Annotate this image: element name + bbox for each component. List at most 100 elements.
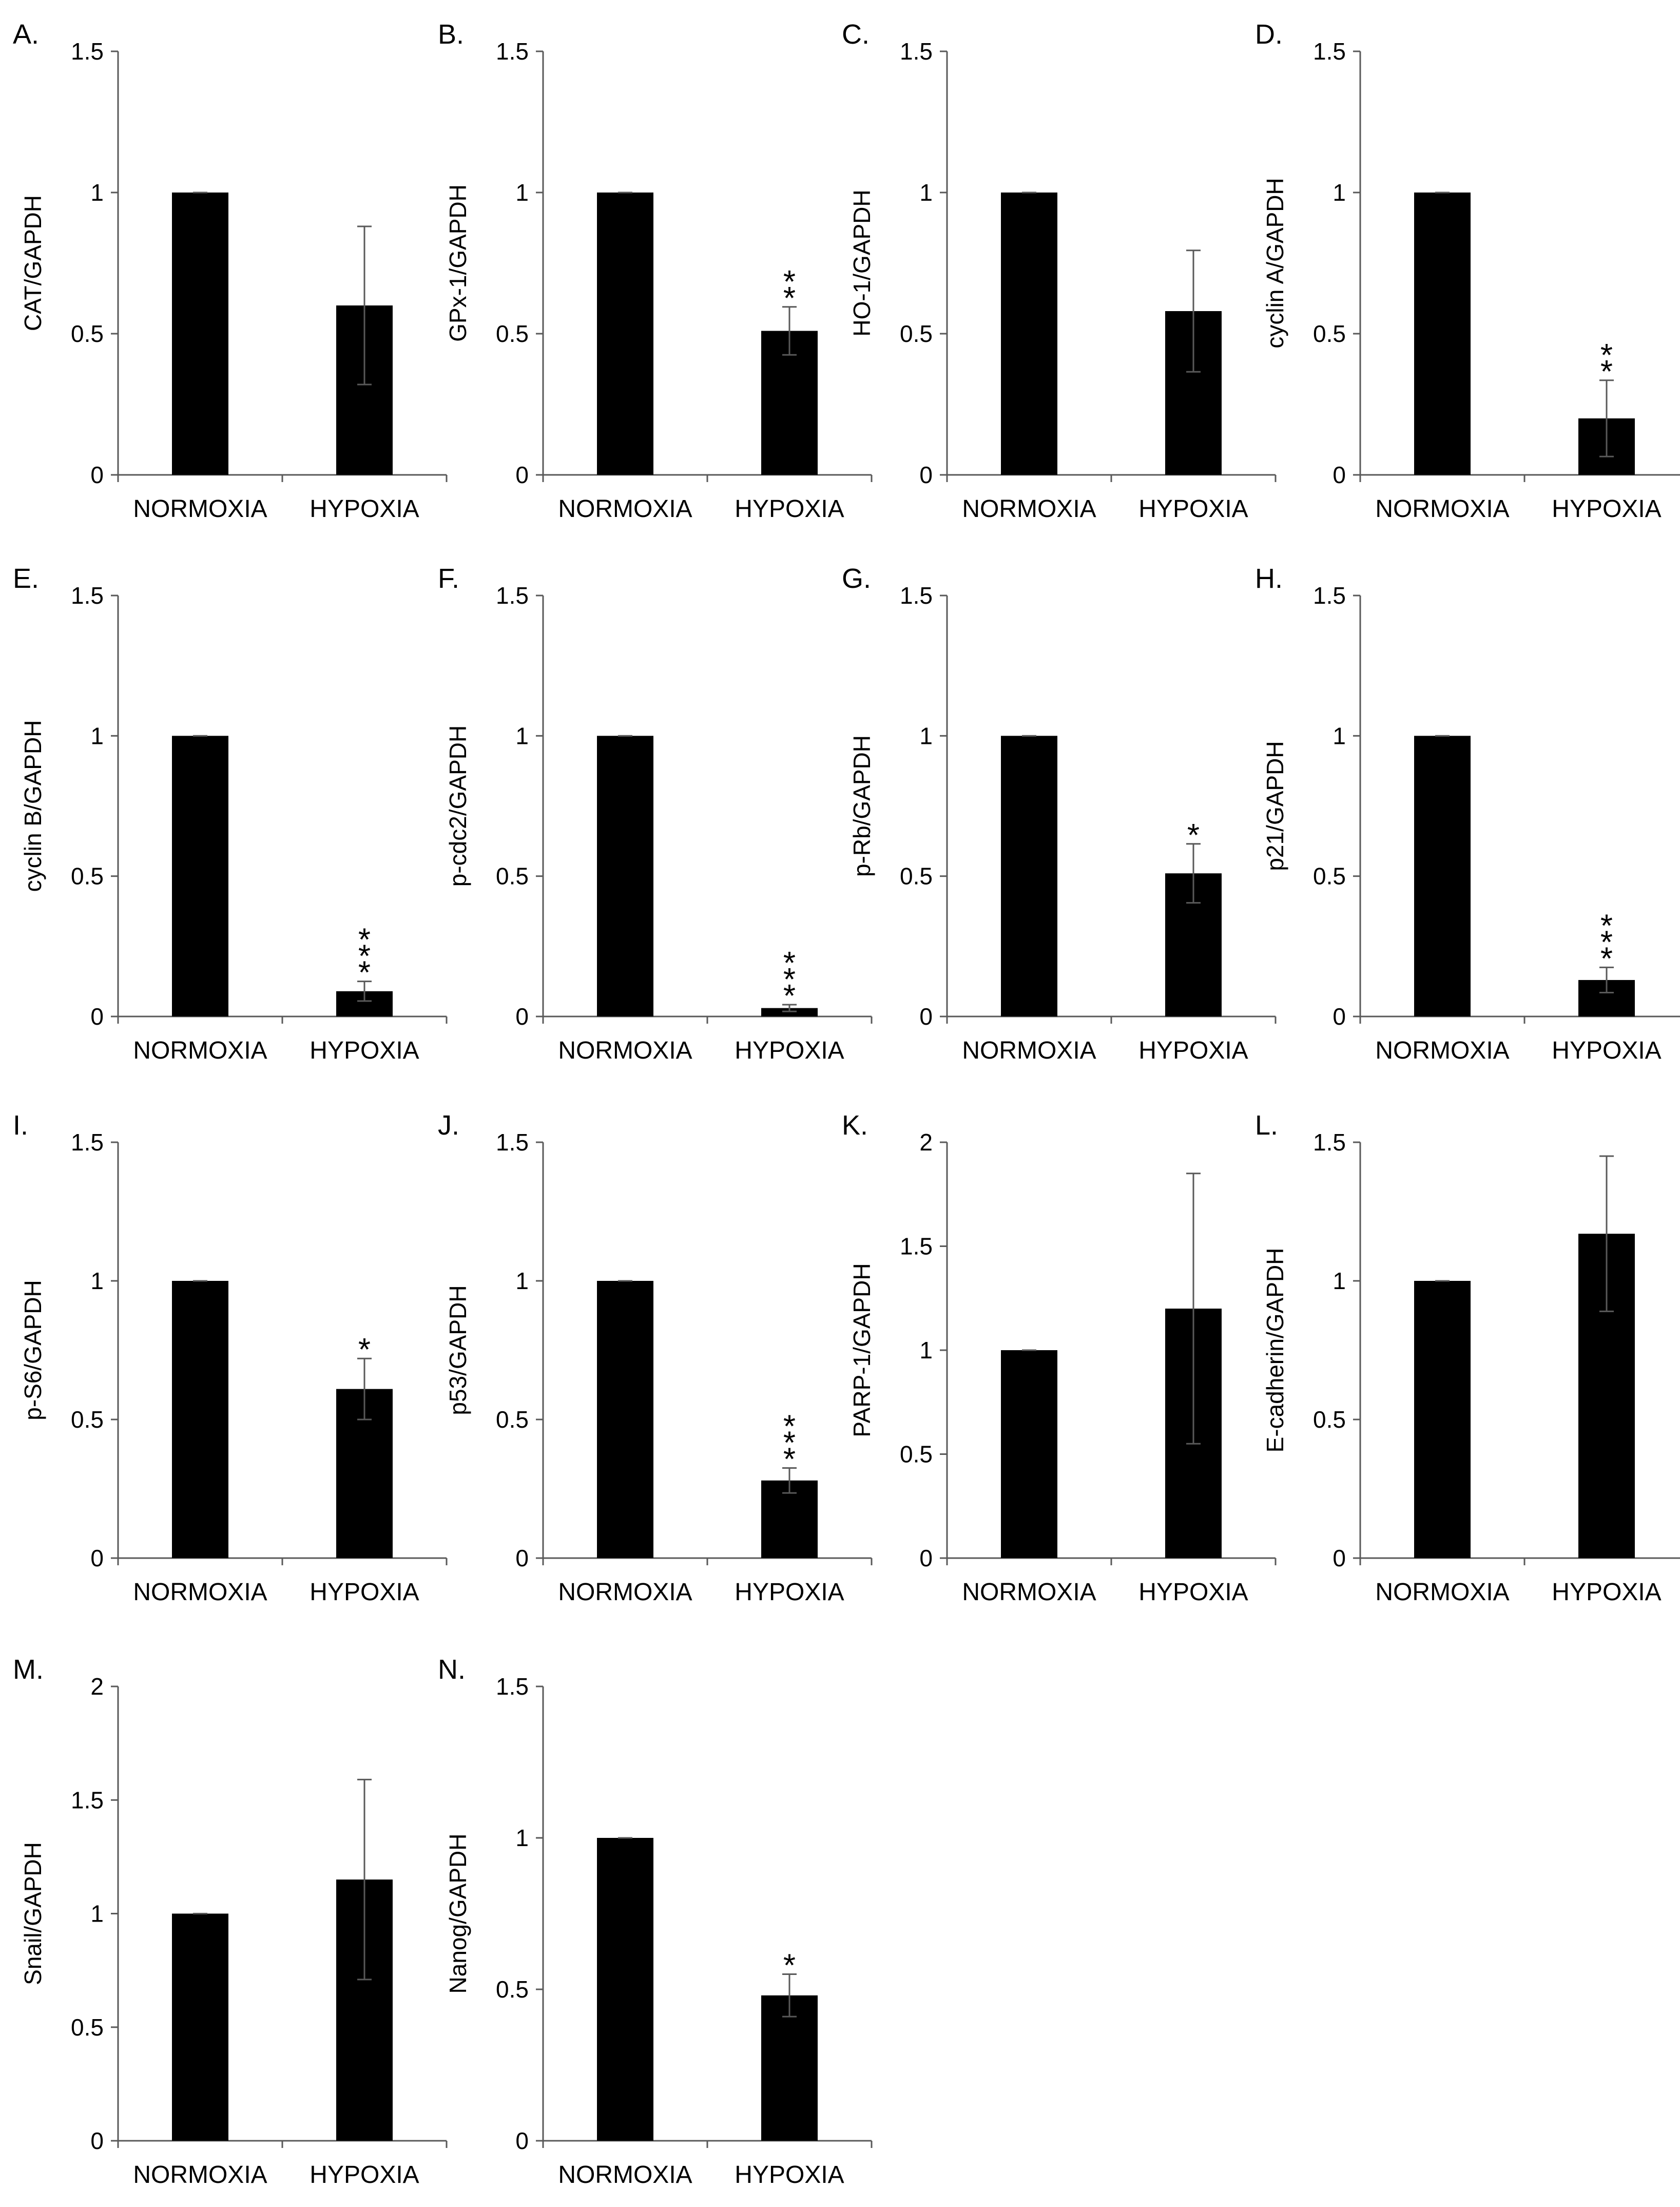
panel-label: D. (1255, 19, 1283, 50)
bar-normoxia (1414, 1281, 1471, 1558)
panel-b: B. GPx-1/GAPDH 0 0.5 1 1.5 NORMOXIA HYPOXIA ** (438, 19, 873, 523)
x-category-label: HYPOXIA (1552, 1579, 1661, 1606)
panel-label: L. (1255, 1110, 1278, 1141)
bar-normoxia (1001, 736, 1057, 1016)
bar-normoxia (172, 1281, 228, 1558)
y-tick-label: 0 (919, 462, 933, 488)
y-tick-label: 1 (515, 179, 529, 206)
y-tick-label: 1.5 (1313, 38, 1346, 65)
y-tick-label: 1 (919, 722, 933, 749)
y-tick-label: 0 (515, 2127, 529, 2154)
y-tick-label: 0 (90, 2127, 104, 2154)
y-tick-label: 0.5 (71, 320, 104, 347)
y-tick-label: 1.5 (1313, 582, 1346, 609)
x-category-label: NORMOXIA (558, 1579, 692, 1606)
x-category-label: NORMOXIA (558, 495, 692, 523)
bar-normoxia (172, 193, 228, 475)
x-category-label: HYPOXIA (1552, 495, 1661, 523)
panel-j: J. p53/GAPDH 0 0.5 1 1.5 NORMOXIA HYPOXIA *** (438, 1110, 873, 1606)
panel-h: H. p21/GAPDH 0 0.5 1 1.5 NORMOXIA HYPOXIA *** (1255, 563, 1680, 1064)
panel-label: E. (13, 563, 39, 594)
y-axis-title: p21/GAPDH (1262, 741, 1288, 871)
y-axis-title: cyclin A/GAPDH (1262, 178, 1288, 348)
y-axis-title: p53/GAPDH (445, 1285, 471, 1415)
x-category-label: HYPOXIA (310, 2161, 419, 2189)
y-tick-label: 0 (515, 1545, 529, 1571)
significance-asterisk: * (1600, 338, 1613, 373)
significance-asterisk: * (783, 264, 796, 300)
x-category-label: HYPOXIA (310, 495, 419, 523)
x-category-label: HYPOXIA (1138, 495, 1248, 523)
y-tick-label: 0.5 (900, 1441, 933, 1468)
y-tick-label: 1 (1333, 1268, 1346, 1294)
panel-label: J. (438, 1110, 459, 1141)
significance-asterisk: * (358, 955, 371, 991)
y-tick-label: 0.5 (900, 863, 933, 890)
y-tick-label: 1 (90, 1268, 104, 1294)
y-tick-label: 1.5 (496, 1129, 529, 1156)
bar-normoxia (172, 1913, 228, 2141)
panel-label: B. (438, 19, 464, 50)
panel-a: A. CAT/GAPDH 0 0.5 1 1.5 NORMOXIA HYPOXIA (13, 19, 448, 523)
y-tick-label: 1.5 (496, 1673, 529, 1700)
y-tick-label: 1.5 (71, 38, 104, 65)
significance-asterisk: * (1600, 354, 1613, 390)
y-axis-title: HO-1/GAPDH (848, 189, 875, 336)
x-category-label: HYPOXIA (1138, 1579, 1248, 1606)
y-tick-label: 1 (90, 1901, 104, 1927)
significance-asterisk: * (1600, 908, 1613, 944)
x-category-label: NORMOXIA (133, 495, 267, 523)
y-tick-label: 0 (90, 462, 104, 488)
y-axis-title: Snail/GAPDH (20, 1842, 46, 1985)
x-category-label: HYPOXIA (1138, 1037, 1248, 1064)
bar-normoxia (172, 736, 228, 1016)
y-axis-title: GPx-1/GAPDH (445, 184, 471, 342)
y-axis-title: p-cdc2/GAPDH (445, 725, 471, 887)
panel-label: N. (438, 1654, 466, 1685)
panel-e: E. cyclin B/GAPDH 0 0.5 1 1.5 NORMOXIA HYPOXIA *… (13, 563, 448, 1064)
bar-normoxia (1414, 193, 1471, 475)
y-tick-label: 1 (515, 722, 529, 749)
significance-asterisk: * (783, 946, 796, 981)
y-tick-label: 1.5 (1313, 1129, 1346, 1156)
y-tick-label: 0.5 (71, 1406, 104, 1433)
y-tick-label: 0.5 (71, 863, 104, 890)
y-tick-label: 2 (919, 1129, 933, 1156)
panel-label: H. (1255, 563, 1283, 594)
x-category-label: HYPOXIA (735, 495, 844, 523)
y-tick-label: 0.5 (496, 863, 529, 890)
panel-label: M. (13, 1654, 44, 1685)
y-tick-label: 0.5 (1313, 1406, 1346, 1433)
x-category-label: NORMOXIA (133, 2161, 267, 2189)
panel-label: F. (438, 563, 459, 594)
x-category-label: NORMOXIA (1375, 1037, 1509, 1064)
bar-normoxia (597, 193, 653, 475)
panel-k: K. PARP-1/GAPDH 0 0.5 1 1.5 2 NORMOXIA HYPOXIA (842, 1110, 1277, 1606)
panel-f: F. p-cdc2/GAPDH 0 0.5 1 1.5 NORMOXIA HYPOXIA *** (438, 563, 873, 1064)
y-tick-label: 0 (515, 1003, 529, 1030)
significance-asterisk: * (783, 978, 796, 1014)
panel-label: I. (13, 1110, 28, 1141)
y-tick-label: 1.5 (900, 582, 933, 609)
y-tick-label: 0.5 (71, 2014, 104, 2041)
y-tick-label: 1.5 (496, 582, 529, 609)
panel-d: D. cyclin A/GAPDH 0 0.5 1 1.5 NORMOXIA HYPOXIA *… (1255, 19, 1680, 523)
x-category-label: HYPOXIA (735, 2161, 844, 2189)
y-axis-title: p-S6/GAPDH (20, 1280, 46, 1421)
significance-asterisk: * (358, 939, 371, 974)
x-category-label: NORMOXIA (558, 2161, 692, 2189)
panel-label: A. (13, 19, 39, 50)
y-tick-label: 0 (1333, 1003, 1346, 1030)
y-tick-label: 0.5 (1313, 320, 1346, 347)
x-category-label: NORMOXIA (962, 495, 1096, 523)
y-axis-title: cyclin B/GAPDH (20, 720, 46, 892)
y-tick-label: 0.5 (496, 1976, 529, 2003)
y-tick-label: 1 (919, 179, 933, 206)
bar-normoxia (1001, 193, 1057, 475)
bar-hypoxia (761, 1995, 818, 2141)
x-category-label: HYPOXIA (1552, 1037, 1661, 1064)
x-category-label: NORMOXIA (962, 1037, 1096, 1064)
y-tick-label: 0 (515, 462, 529, 488)
